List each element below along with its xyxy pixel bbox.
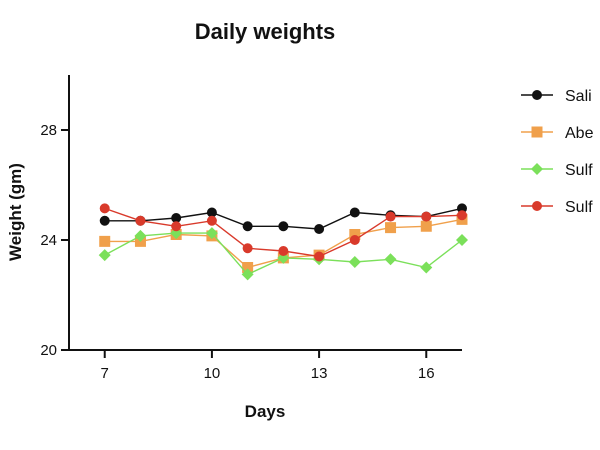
data-point — [457, 210, 467, 221]
data-point — [420, 261, 433, 274]
data-point — [314, 251, 325, 262]
data-point — [456, 234, 468, 246]
y-axis-label: Weight (gm) — [6, 163, 25, 261]
series-4 — [99, 203, 467, 262]
data-point — [205, 227, 218, 240]
series-1 — [99, 203, 467, 234]
data-point — [349, 235, 360, 245]
data-point — [98, 249, 111, 262]
data-point — [206, 207, 217, 218]
y-tick-label: 20 — [40, 342, 57, 359]
data-point — [278, 246, 289, 256]
data-point — [349, 207, 360, 218]
data-point — [420, 220, 432, 232]
data-point — [206, 215, 217, 226]
axis-ticks: 7 10 13 16 20 24 28 — [40, 122, 434, 382]
data-point — [457, 203, 467, 214]
data-point — [171, 213, 182, 223]
legend-marker — [531, 163, 543, 175]
series-3 — [98, 227, 468, 281]
x-tick-label: 16 — [418, 365, 435, 382]
data-point — [134, 229, 147, 242]
legend-label: Sulf — [565, 162, 593, 179]
data-point — [171, 221, 182, 232]
data-point — [384, 253, 397, 266]
data-point — [242, 262, 254, 273]
data-point — [242, 221, 253, 232]
x-tick-label: 13 — [311, 365, 328, 382]
data-point — [99, 235, 111, 247]
legend-marker — [532, 90, 542, 100]
data-point — [349, 229, 361, 240]
data-point — [241, 268, 254, 281]
legend-item: Sulf — [521, 162, 593, 179]
legend-item: Sulf — [521, 199, 593, 216]
x-tick-label: 7 — [101, 365, 109, 382]
x-axis-label: Days — [245, 402, 286, 421]
data-point — [99, 215, 110, 226]
data-point — [278, 221, 289, 232]
legend-label: Sali — [565, 88, 592, 105]
legend-label: Sulf — [565, 199, 593, 216]
legend: Sali Abe Sulf Sulf — [521, 88, 594, 216]
x-tick-label: 10 — [204, 365, 221, 382]
legend-item: Abe — [521, 125, 594, 142]
legend-item: Sali — [521, 88, 592, 105]
data-point — [99, 203, 110, 214]
data-point — [242, 243, 253, 254]
data-point — [135, 215, 146, 226]
data-point — [348, 256, 361, 268]
legend-marker — [532, 201, 542, 211]
data-point — [385, 222, 397, 234]
data-point — [385, 211, 396, 222]
plot-area — [98, 203, 468, 281]
legend-label: Abe — [565, 125, 594, 142]
legend-marker — [531, 126, 543, 138]
y-tick-label: 24 — [40, 232, 57, 249]
chart-title: Daily weights — [195, 19, 336, 44]
data-point — [314, 224, 325, 234]
y-tick-label: 28 — [40, 122, 57, 139]
data-point — [421, 211, 432, 222]
